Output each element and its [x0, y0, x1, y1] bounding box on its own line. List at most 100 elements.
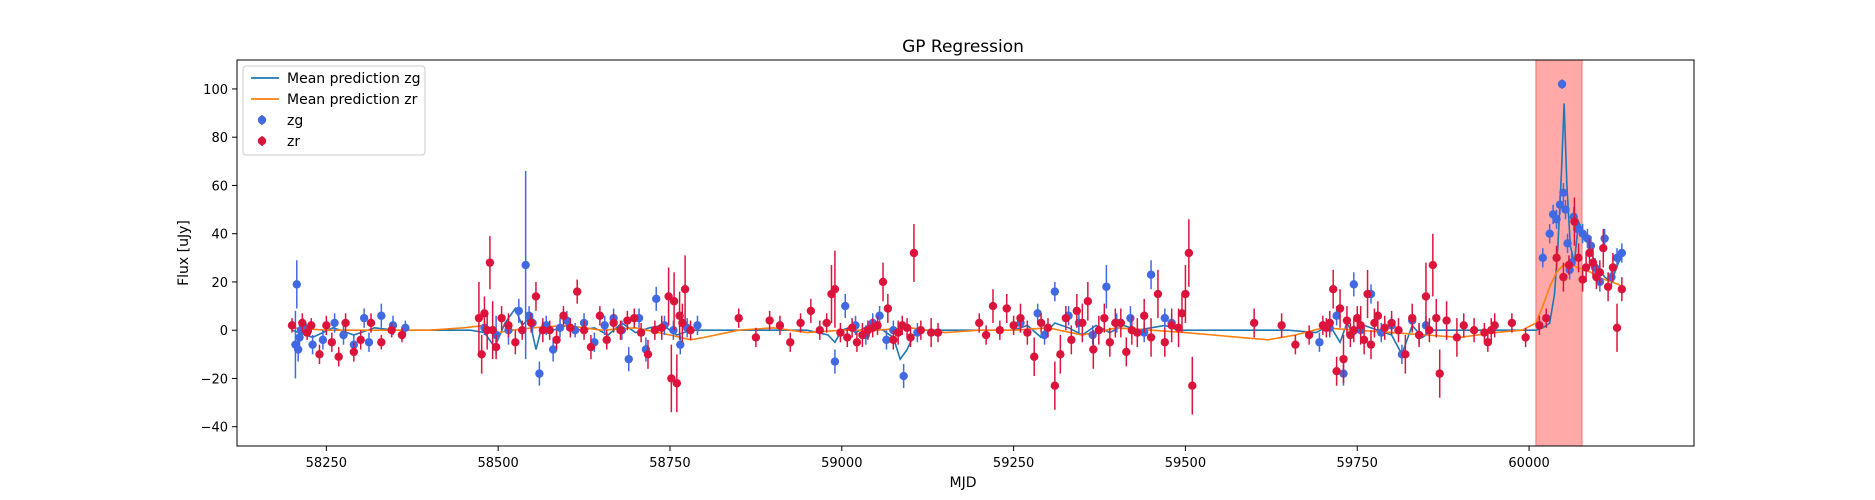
zg-point: [1559, 183, 1568, 203]
zr-marker: [1043, 323, 1053, 332]
zr-point: [1100, 303, 1109, 333]
zr-marker: [906, 333, 915, 342]
zg-point: [624, 347, 633, 372]
zr-marker: [926, 328, 936, 337]
zr-point: [341, 313, 350, 333]
zg-marker: [401, 323, 410, 332]
zr-point: [477, 335, 486, 374]
zr-marker: [397, 330, 407, 340]
zg-point: [1561, 199, 1570, 220]
zr-marker: [852, 338, 862, 347]
zg-point: [555, 318, 565, 338]
zr-marker: [995, 326, 1005, 335]
zg-point: [359, 308, 369, 328]
zr-point: [1072, 294, 1082, 328]
zr-marker: [1483, 338, 1493, 347]
zr-marker: [572, 287, 582, 296]
zg-marker: [600, 321, 609, 330]
zr-point: [1056, 335, 1065, 374]
zr-marker: [1083, 297, 1093, 306]
zr-marker: [1595, 268, 1605, 277]
zr-marker: [1335, 304, 1345, 313]
zr-marker: [1387, 318, 1396, 328]
zr-marker: [491, 342, 501, 352]
zr-marker: [1181, 289, 1190, 299]
zr-marker: [933, 328, 943, 337]
zr-point: [667, 344, 676, 413]
zr-marker: [680, 284, 690, 294]
zr-marker: [909, 248, 919, 258]
zg-marker: [555, 323, 565, 332]
zg-marker: [1146, 270, 1156, 279]
zg-marker: [1050, 287, 1060, 296]
zr-point: [836, 322, 845, 343]
zr-marker: [1328, 284, 1338, 294]
zr-point: [287, 318, 297, 333]
zr-point: [1421, 262, 1431, 331]
zg-marker: [1561, 205, 1570, 214]
zr-marker: [636, 328, 646, 337]
zr-point: [616, 320, 625, 340]
zr-marker: [526, 318, 536, 328]
zr-point: [995, 320, 1005, 340]
zg-marker: [521, 260, 530, 270]
zr-point: [806, 298, 816, 323]
zr-point: [889, 330, 898, 350]
y-tick-label: 80: [211, 131, 228, 146]
zr-marker: [1617, 284, 1627, 294]
zr-marker: [1116, 318, 1126, 328]
zr-marker: [847, 323, 857, 332]
zr-point: [1335, 289, 1345, 328]
x-tick-label: 59250: [993, 456, 1034, 471]
zr-point: [1083, 281, 1093, 321]
zr-point: [602, 330, 611, 350]
zg-point: [330, 313, 339, 333]
zg-point: [1538, 248, 1548, 268]
zg-point: [1160, 308, 1170, 328]
zg-marker: [377, 311, 386, 320]
zr-point: [815, 320, 824, 340]
zr-point: [298, 313, 307, 333]
zr-marker: [734, 313, 743, 323]
zr-point: [830, 250, 840, 328]
zr-point: [680, 255, 690, 323]
zg-point: [1102, 265, 1111, 309]
zr-marker: [1373, 311, 1383, 320]
zr-marker: [518, 326, 527, 335]
zg-marker: [1538, 253, 1548, 263]
zr-point: [322, 315, 331, 336]
zr-point: [1304, 325, 1314, 345]
zg-marker: [841, 301, 850, 311]
zr-marker: [1072, 306, 1082, 316]
zr-marker: [775, 321, 785, 330]
zr-marker: [1036, 318, 1046, 328]
zr-point: [559, 306, 568, 326]
zr-errorbar-layer: [287, 197, 1627, 415]
zg-point: [292, 260, 301, 309]
zr-point: [1332, 356, 1341, 386]
zr-marker: [1174, 323, 1183, 332]
zr-marker: [531, 292, 541, 301]
zr-point: [822, 313, 831, 333]
zr-point: [1490, 313, 1499, 338]
zr-marker: [1342, 316, 1352, 325]
zr-point: [1435, 349, 1444, 398]
zr-point: [1249, 308, 1259, 338]
zr-point: [1570, 197, 1579, 246]
zg-marker: [624, 354, 633, 364]
zg-marker: [1555, 200, 1565, 209]
zr-point: [1043, 318, 1053, 338]
zg-marker: [1552, 215, 1561, 224]
zr-point: [572, 279, 582, 304]
zr-marker: [1452, 333, 1462, 342]
zg-marker: [548, 345, 558, 354]
zr-point: [1612, 303, 1622, 352]
zr-point: [1428, 233, 1438, 297]
zr-point: [669, 272, 679, 331]
zg-point: [1033, 303, 1042, 323]
zr-point: [356, 330, 365, 350]
zr-marker: [1366, 340, 1376, 349]
zr-marker: [315, 350, 324, 359]
zg-point: [1545, 224, 1554, 244]
zr-point: [1184, 219, 1194, 287]
